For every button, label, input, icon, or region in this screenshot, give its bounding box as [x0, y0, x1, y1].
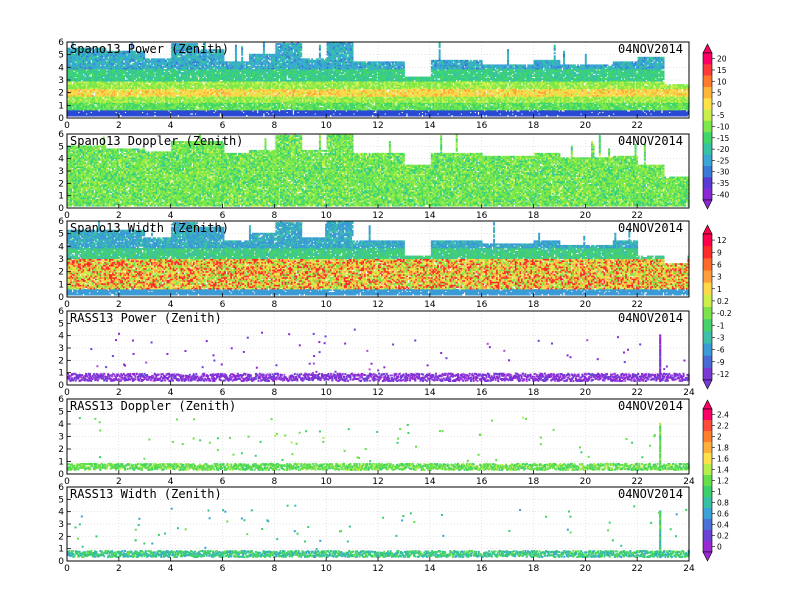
panel-0: 01234560246810121416182022Spano13 Power …	[58, 38, 689, 131]
